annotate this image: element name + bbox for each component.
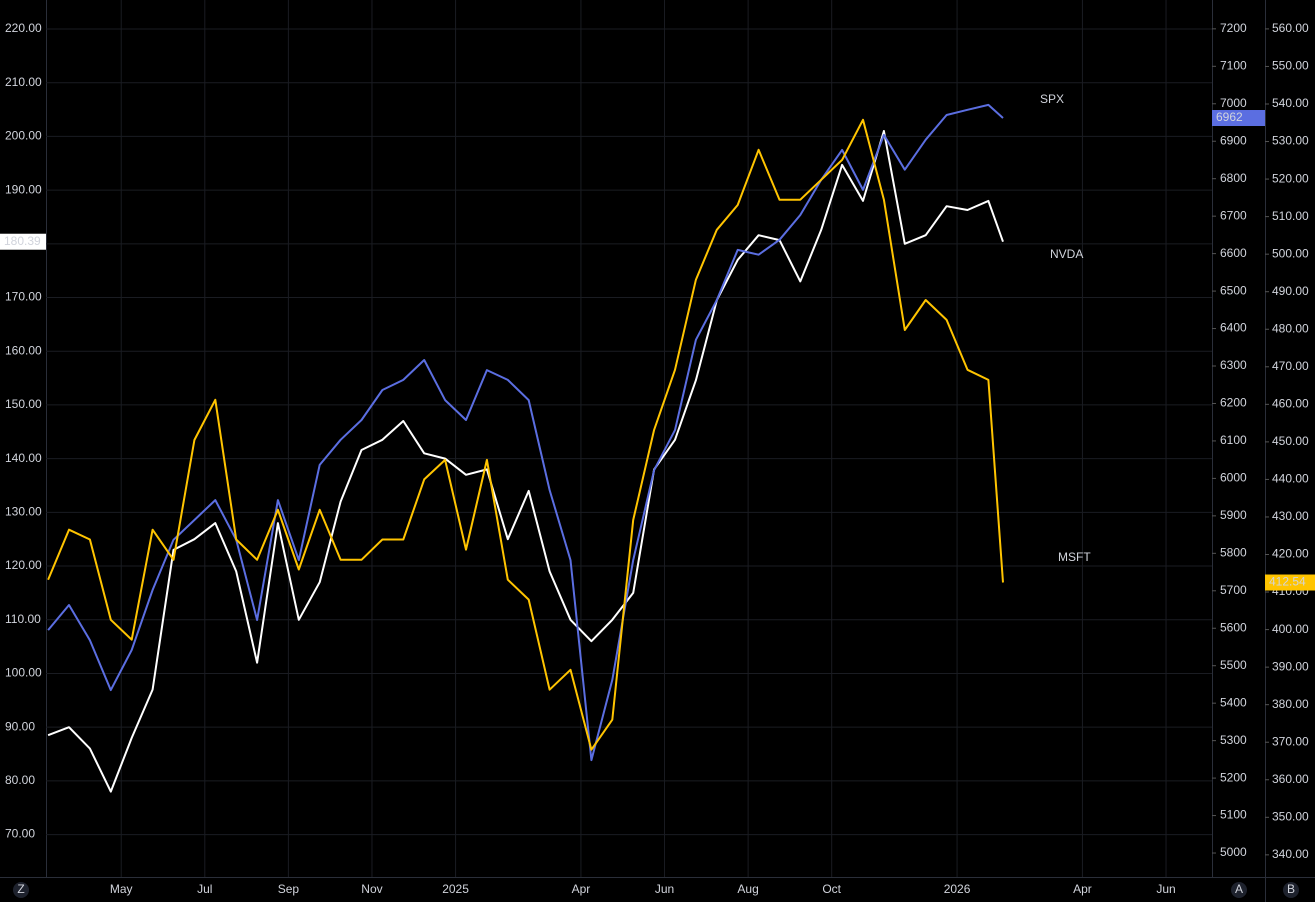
y-tick-label: 70.00 (5, 827, 35, 841)
corner-button-label[interactable]: Z (17, 882, 24, 896)
series-line (47, 130, 1004, 793)
y3-tick-label: 340.00 (1272, 847, 1309, 861)
y2-tick-label: 6800 (1220, 171, 1247, 185)
price-tag-label: 6962 (1216, 110, 1243, 124)
price-tag-label: 412.54 (1269, 575, 1306, 589)
y2-tick-label: 5100 (1220, 808, 1247, 822)
annotation: NVDA (1050, 247, 1083, 261)
y3-tick-label: 530.00 (1272, 134, 1309, 148)
y2-tick-label: 6700 (1220, 208, 1247, 222)
annotation: MSFT (1058, 550, 1091, 564)
y3-tick-label: 550.00 (1272, 59, 1309, 73)
y2-tick-label: 6200 (1220, 396, 1247, 410)
y3-tick-label: 560.00 (1272, 21, 1309, 35)
price-tag (0, 233, 46, 250)
annotation: SPX (1040, 92, 1064, 106)
corner-button-label[interactable]: B (1287, 882, 1295, 896)
corner-button-label[interactable]: A (1235, 882, 1243, 896)
x-tick-label: Oct (822, 882, 841, 896)
y3-tick-label: 350.00 (1272, 809, 1309, 823)
grid (46, 0, 1212, 877)
y2-tick-label: 7100 (1220, 58, 1247, 72)
y2-tick-label: 7200 (1220, 21, 1247, 35)
x-tick-label: Jun (1156, 882, 1175, 896)
x-tick-label: Jun (655, 882, 674, 896)
y2-tick-label: 5300 (1220, 733, 1247, 747)
x-tick-label: Apr (572, 882, 591, 896)
y-tick-label: 190.00 (5, 182, 42, 196)
y-tick-label: 170.00 (5, 290, 42, 304)
y2-tick-label: 6300 (1220, 358, 1247, 372)
x-tick-label: May (110, 882, 133, 896)
y3-tick-label: 440.00 (1272, 472, 1309, 486)
y2-tick-label: 6000 (1220, 471, 1247, 485)
series-line (47, 103, 1004, 762)
x-tick-label: 2026 (944, 882, 971, 896)
series-line (47, 118, 1004, 751)
y2-tick-label: 6900 (1220, 133, 1247, 147)
y2-tick-label: 5900 (1220, 508, 1247, 522)
y-tick-label: 80.00 (5, 773, 35, 787)
y3-tick-label: 400.00 (1272, 622, 1309, 636)
y-tick-label: 90.00 (5, 719, 35, 733)
x-tick-label: Aug (737, 882, 758, 896)
y2-tick-label: 5000 (1220, 845, 1247, 859)
corner-button (13, 882, 29, 898)
y2-tick-label: 5700 (1220, 583, 1247, 597)
y-tick-label: 120.00 (5, 558, 42, 572)
y2-tick-label: 6100 (1220, 433, 1247, 447)
y3-tick-label: 510.00 (1272, 209, 1309, 223)
y3-tick-label: 360.00 (1272, 772, 1309, 786)
y-tick-label: 220.00 (5, 21, 42, 35)
y3-tick-label: 500.00 (1272, 246, 1309, 260)
corner-button (1231, 882, 1247, 898)
y2-tick-label: 6400 (1220, 321, 1247, 335)
y2-tick-label: 5800 (1220, 545, 1247, 559)
y3-tick-label: 460.00 (1272, 397, 1309, 411)
y3-tick-label: 520.00 (1272, 171, 1309, 185)
price-tag-label: 180.39 (4, 234, 41, 248)
y2-tick-label: 5400 (1220, 695, 1247, 709)
y3-tick-label: 490.00 (1272, 284, 1309, 298)
x-tick-label: Jul (197, 882, 212, 896)
y2-tick-label: 5600 (1220, 620, 1247, 634)
y-tick-label: 150.00 (5, 397, 42, 411)
corner-button (1283, 882, 1299, 898)
y2-tick-label: 6600 (1220, 246, 1247, 260)
y3-tick-label: 370.00 (1272, 734, 1309, 748)
y-tick-label: 210.00 (5, 75, 42, 89)
y-tick-label: 100.00 (5, 666, 42, 680)
y3-tick-label: 470.00 (1272, 359, 1309, 373)
y3-tick-label: 480.00 (1272, 321, 1309, 335)
x-tick-label: Sep (278, 882, 300, 896)
y2-tick-label: 7000 (1220, 96, 1247, 110)
y-tick-label: 160.00 (5, 343, 42, 357)
x-tick-label: Apr (1073, 882, 1092, 896)
y-tick-label: 200.00 (5, 129, 42, 143)
price-tag (1212, 110, 1265, 127)
y3-tick-label: 450.00 (1272, 434, 1309, 448)
y3-tick-label: 390.00 (1272, 659, 1309, 673)
y3-tick-label: 420.00 (1272, 547, 1309, 561)
x-tick-label: 2025 (442, 882, 469, 896)
y3-tick-label: 380.00 (1272, 697, 1309, 711)
y2-tick-label: 5200 (1220, 770, 1247, 784)
y2-tick-label: 5500 (1220, 658, 1247, 672)
y-tick-label: 130.00 (5, 505, 42, 519)
y2-tick-label: 6500 (1220, 283, 1247, 297)
y-tick-label: 140.00 (5, 451, 42, 465)
y3-tick-label: 430.00 (1272, 509, 1309, 523)
x-tick-label: Nov (361, 882, 382, 896)
price-tag (1265, 574, 1315, 591)
y3-tick-label: 540.00 (1272, 96, 1309, 110)
y-tick-label: 110.00 (5, 612, 41, 626)
